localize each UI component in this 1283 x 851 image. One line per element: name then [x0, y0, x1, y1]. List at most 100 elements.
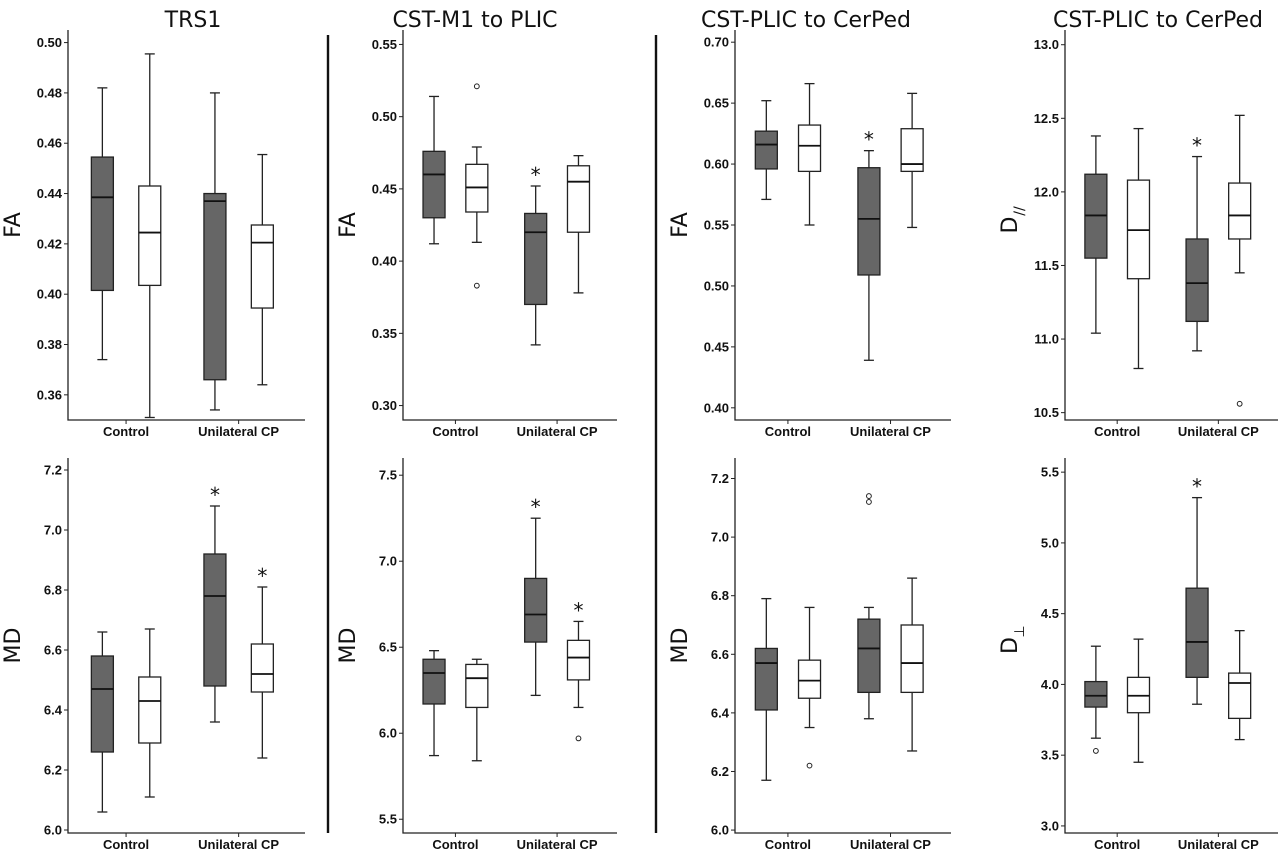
significance-star: * [1192, 134, 1202, 158]
axis-lines [734, 30, 951, 421]
y-tick-label: 6.6 [711, 647, 729, 662]
significance-star: * [531, 163, 541, 187]
y-tick-label: 6.4 [711, 705, 730, 720]
box-ucp [754, 100, 778, 201]
outlier-point [575, 735, 582, 742]
significance-star: * [1192, 475, 1202, 499]
y-axis-label: D [998, 217, 1023, 234]
y-tick-label: 5.5 [1041, 465, 1059, 480]
y-axis-label-subscript: ⊥ [1012, 625, 1028, 637]
axis-lines [734, 458, 951, 834]
iqr-box [754, 647, 778, 711]
box-control [138, 53, 162, 419]
axis-lines [1064, 458, 1278, 834]
iqr-box [1185, 587, 1209, 678]
box-control [1228, 114, 1252, 407]
boxplot-panel-plic-cerped-dperp: D⊥ 3.0 3.5 4.0 4.5 5.0 5.5 Control Unilateral CP… [998, 458, 1278, 851]
box-ucp: * [1185, 134, 1209, 352]
y-tick-label: 0.70 [704, 35, 729, 50]
x-category-label: Control [1094, 837, 1140, 851]
box-control [465, 83, 489, 289]
iqr-box [90, 156, 115, 292]
boxplot-panel-trs1-fa: FA 0.36 0.38 0.40 0.42 0.44 0.46 0.48 0.50 Contro… [1, 30, 305, 439]
y-tick-label: 0.35 [372, 326, 397, 341]
y-tick-label: 0.50 [704, 278, 729, 293]
iqr-box [465, 663, 489, 709]
significance-star: * [257, 564, 267, 588]
y-tick-label: 7.0 [379, 554, 397, 569]
axis-lines [67, 30, 305, 421]
y-axis-label: FA [668, 212, 693, 238]
y-tick-label: 6.0 [711, 823, 729, 838]
axis-lines [1064, 30, 1278, 421]
y-tick-label: 4.5 [1041, 606, 1059, 621]
iqr-box [138, 676, 162, 744]
y-tick-label: 7.2 [711, 471, 729, 486]
box-ucp [90, 87, 115, 361]
y-tick-label: 0.65 [704, 96, 729, 111]
y-tick-label: 6.5 [379, 640, 397, 655]
significance-star: * [864, 128, 874, 152]
box-ucp [422, 95, 446, 245]
y-tick-label: 0.48 [37, 85, 62, 100]
box-ucp [203, 92, 227, 411]
y-tick-label: 0.46 [37, 136, 62, 151]
iqr-box [797, 659, 822, 699]
iqr-box [422, 150, 446, 219]
iqr-box [1185, 238, 1209, 323]
y-tick-label: 0.55 [372, 37, 397, 52]
y-tick-label: 6.8 [44, 583, 62, 598]
box-control: * [566, 598, 591, 742]
y-tick-label: 3.0 [1041, 818, 1059, 833]
iqr-box [422, 658, 446, 705]
y-tick-label: 13.0 [1034, 37, 1059, 52]
y-tick-label: 0.45 [372, 181, 397, 196]
outlier-point [473, 282, 480, 289]
axis-lines [402, 30, 617, 421]
y-tick-label: 5.0 [1041, 535, 1059, 550]
x-category-label: Unilateral CP [1178, 837, 1259, 851]
column-title: TRS1 [164, 8, 222, 33]
significance-star: * [531, 495, 541, 519]
y-tick-label: 6.8 [711, 588, 729, 603]
iqr-box [524, 212, 548, 306]
box-control [900, 577, 924, 752]
boxplot-panel-trs1-md: MD 6.0 6.2 6.4 6.6 6.8 7.0 7.2 Control Unilateral… [1, 458, 305, 851]
box-ucp [754, 597, 778, 781]
boxplot-panel-plic-cerped-dpar: D// 10.5 11.0 11.5 12.0 12.5 13.0 Control Unilat… [998, 30, 1278, 439]
y-tick-label: 12.0 [1034, 184, 1059, 199]
iqr-box [250, 224, 274, 309]
box-control [566, 155, 591, 294]
axis-lines [402, 458, 617, 834]
y-tick-label: 0.45 [704, 339, 729, 354]
x-category-label: Unilateral CP [517, 424, 598, 439]
x-category-label: Control [1094, 424, 1140, 439]
significance-star: * [210, 483, 220, 507]
box-ucp: * [524, 495, 548, 697]
box-ucp [1084, 135, 1108, 334]
y-axis-label: MD [668, 628, 693, 664]
outlier-point [1236, 400, 1243, 407]
y-tick-label: 0.55 [704, 218, 729, 233]
outlier-point [806, 762, 813, 769]
x-category-label: Unilateral CP [1178, 424, 1259, 439]
x-category-label: Control [432, 837, 478, 851]
y-axis-label: FA [1, 212, 26, 238]
column-title: CST-PLIC to CerPed [1053, 8, 1263, 33]
y-tick-label: 0.50 [372, 109, 397, 124]
x-category-label: Control [103, 837, 149, 851]
y-tick-label: 0.30 [372, 398, 397, 413]
box-ucp [857, 493, 881, 720]
y-tick-label: 0.42 [37, 236, 62, 251]
box-control [797, 82, 822, 226]
outlier-point [473, 83, 480, 90]
x-category-label: Unilateral CP [850, 837, 931, 851]
outlier-point [866, 493, 872, 499]
y-tick-label: 6.0 [379, 726, 397, 741]
column-title: CST-PLIC to CerPed [701, 8, 911, 33]
y-tick-label: 6.2 [44, 763, 62, 778]
y-tick-label: 6.6 [44, 643, 62, 658]
iqr-box [250, 643, 274, 693]
y-tick-label: 7.0 [44, 523, 62, 538]
x-category-label: Unilateral CP [850, 424, 931, 439]
